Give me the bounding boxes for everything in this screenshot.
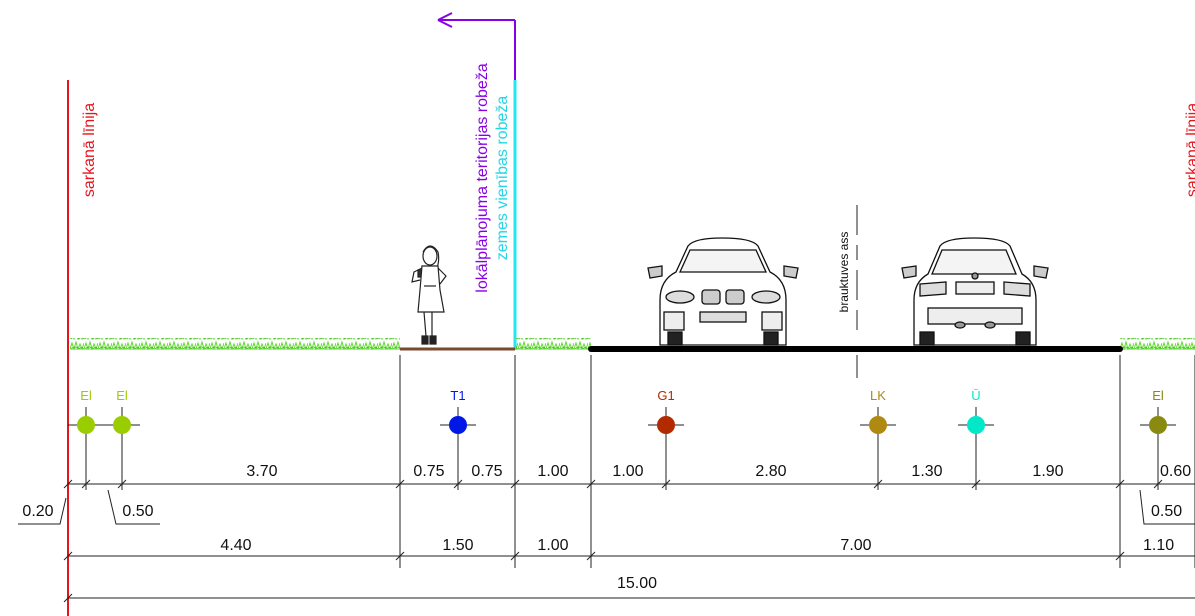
- dim-0-50-left: 0.50: [122, 503, 153, 520]
- reference-lines: [399, 355, 1195, 568]
- utility-dot: [967, 416, 985, 434]
- utility-dot: [869, 416, 887, 434]
- utility-dot: [1149, 416, 1167, 434]
- dimension-tick: [510, 479, 520, 489]
- dimension-tick: [1153, 479, 1163, 489]
- dim-7-00: 7.00: [840, 537, 871, 554]
- dimension-tick: [1115, 479, 1125, 489]
- utility-code-label: El: [1152, 388, 1164, 403]
- utility-dot: [77, 416, 95, 434]
- utility-marker-el: El: [1140, 388, 1176, 490]
- pedestrian-figure: [411, 245, 447, 345]
- arrow-left-icon: [437, 12, 453, 28]
- car-rear-icon: [901, 237, 1049, 346]
- grass-strip-left: [70, 338, 400, 350]
- dimension-tick: [63, 551, 73, 561]
- utility-marker-el: El: [104, 388, 140, 490]
- dim-3-70: 3.70: [246, 463, 277, 480]
- dimension-tick: [395, 551, 405, 561]
- dimension-tick: [1115, 551, 1125, 561]
- utility-marker-g1: G1: [648, 388, 684, 490]
- dim-0-75-a: 0.75: [413, 463, 444, 480]
- dim-0-60: 0.60: [1160, 463, 1191, 480]
- dim-1-30: 1.30: [911, 463, 942, 480]
- dimension-tick: [661, 479, 671, 489]
- dim-1-00-b: 1.00: [612, 463, 643, 480]
- utility-marker-ū: Ū: [958, 388, 994, 490]
- road-axis-label: brauktuves ass: [837, 232, 851, 313]
- dimension-tick: [453, 479, 463, 489]
- land-boundary-label: zemes vienības robeža: [494, 96, 511, 261]
- dim-1-00-c: 1.00: [537, 537, 568, 554]
- dim-15-00: 15.00: [617, 575, 657, 592]
- utility-code-label: G1: [657, 388, 674, 403]
- dimension-tick: [971, 479, 981, 489]
- dimension-tick: [586, 479, 596, 489]
- dim-2-80: 2.80: [755, 463, 786, 480]
- dim-0-20: 0.20: [22, 503, 53, 520]
- utility-code-label: T1: [450, 388, 465, 403]
- dimension-tick: [873, 479, 883, 489]
- car-front-icon: [647, 237, 799, 346]
- dimension-tick: [63, 479, 73, 489]
- dim-1-00-a: 1.00: [537, 463, 568, 480]
- utility-marker-lk: LK: [860, 388, 896, 490]
- dimension-tick: [117, 479, 127, 489]
- dimension-tick: [63, 593, 73, 603]
- red-line-right-label: sarkanā līnija: [1184, 103, 1195, 197]
- planning-boundary: [437, 12, 516, 80]
- utility-code-label: El: [80, 388, 92, 403]
- dimension-tick: [586, 551, 596, 561]
- dimension-tick: [81, 479, 91, 489]
- utility-code-label: Ū: [971, 388, 980, 403]
- planning-boundary-label: lokālplānojuma teritorijas robeža: [474, 63, 491, 293]
- dim-1-90: 1.90: [1032, 463, 1063, 480]
- utility-marker-t1: T1: [440, 388, 476, 490]
- dim-0-75-b: 0.75: [471, 463, 502, 480]
- dim-1-50: 1.50: [442, 537, 473, 554]
- dimension-tick: [395, 479, 405, 489]
- dimension-tick: [510, 551, 520, 561]
- dim-4-40: 4.40: [220, 537, 251, 554]
- red-line-left-label: sarkanā līnija: [81, 103, 98, 197]
- grass-strip-middle: [516, 338, 591, 350]
- dim-1-10: 1.10: [1143, 537, 1174, 554]
- utility-dot: [657, 416, 675, 434]
- utility-marker-el: El: [68, 388, 104, 490]
- utility-dot: [449, 416, 467, 434]
- grass-strip-right: [1120, 338, 1195, 350]
- utility-dot: [113, 416, 131, 434]
- dim-0-50-right: 0.50: [1151, 503, 1182, 520]
- utility-code-label: LK: [870, 388, 886, 403]
- utility-code-label: El: [116, 388, 128, 403]
